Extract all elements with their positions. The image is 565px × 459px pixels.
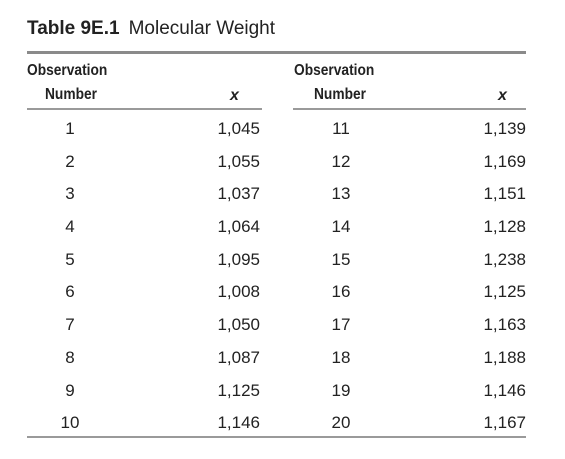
table-cell-x: 1,064 bbox=[217, 217, 260, 237]
table-cell-x: 1,146 bbox=[217, 413, 260, 433]
table-cell-obs: 6 bbox=[65, 282, 75, 302]
table-cell-obs: 11 bbox=[332, 119, 350, 138]
table-cell-obs: 18 bbox=[331, 347, 351, 367]
table-cell-x: 1,087 bbox=[217, 347, 260, 367]
table-cell-x: 1,095 bbox=[217, 249, 260, 269]
top-rule bbox=[27, 51, 526, 54]
table-cell-x: 1,045 bbox=[217, 119, 260, 138]
table-cell-x: 1,167 bbox=[483, 413, 526, 433]
table-cell-x: 1,188 bbox=[483, 347, 526, 367]
table-cell-obs: 12 bbox=[331, 151, 351, 171]
left-obs-header-line2: Number bbox=[44, 86, 97, 103]
table-cell-x: 1,008 bbox=[217, 282, 260, 302]
table-cell-obs: 10 bbox=[60, 413, 80, 433]
left-obs-column: 1 2 3 4 5 6 7 8 9 10 bbox=[50, 113, 90, 440]
table-cell-x: 1,146 bbox=[483, 380, 526, 400]
table-cell-obs: 15 bbox=[331, 249, 351, 269]
right-header-rule bbox=[293, 108, 526, 110]
table-cell-obs: 20 bbox=[331, 413, 351, 433]
left-x-column: 1,045 1,055 1,037 1,064 1,095 1,008 1,05… bbox=[180, 113, 260, 440]
table-cell-x: 1,125 bbox=[483, 282, 526, 302]
table-cell-obs: 19 bbox=[331, 380, 351, 400]
right-obs-header-line1: Observation bbox=[294, 62, 375, 79]
table-cell-obs: 13 bbox=[331, 184, 351, 204]
table-cell-obs: 17 bbox=[331, 315, 351, 335]
table-cell-obs: 7 bbox=[65, 315, 75, 335]
table-cell-x: 1,151 bbox=[483, 184, 526, 204]
table-cell-obs: 1 bbox=[65, 119, 75, 138]
right-x-column: 1,139 1,169 1,151 1,128 1,238 1,125 1,16… bbox=[446, 113, 526, 440]
table-cell-x: 1,139 bbox=[483, 119, 526, 138]
bottom-rule bbox=[27, 436, 526, 438]
table-cell-x: 1,238 bbox=[483, 249, 526, 269]
table-caption: Table 9E.1 Molecular Weight bbox=[27, 18, 275, 40]
left-obs-header-line1: Observation bbox=[27, 62, 108, 79]
table-cell-x: 1,050 bbox=[217, 315, 260, 335]
table-title: Molecular Weight bbox=[128, 18, 276, 39]
table-cell-obs: 5 bbox=[65, 249, 75, 269]
table-cell-x: 1,163 bbox=[483, 315, 526, 335]
table-cell-x: 1,128 bbox=[483, 217, 526, 237]
right-x-header: x bbox=[498, 87, 507, 104]
table-cell-obs: 3 bbox=[65, 184, 75, 204]
table-cell-x: 1,037 bbox=[217, 184, 260, 204]
table-cell-x: 1,125 bbox=[217, 380, 260, 400]
table-cell-x: 1,055 bbox=[217, 151, 260, 171]
table-number: Table 9E.1 bbox=[27, 18, 120, 39]
table-cell-obs: 14 bbox=[331, 217, 351, 237]
table-cell-x: 1,169 bbox=[483, 151, 526, 171]
table-cell-obs: 9 bbox=[65, 380, 75, 400]
table-cell-obs: 2 bbox=[65, 151, 75, 171]
left-header-rule bbox=[27, 108, 262, 110]
right-obs-column: 11 12 13 14 15 16 17 18 19 20 bbox=[319, 113, 363, 440]
table-cell-obs: 4 bbox=[65, 217, 75, 237]
right-obs-header-line2: Number bbox=[313, 86, 366, 103]
table-cell-obs: 8 bbox=[65, 347, 75, 367]
left-x-header: x bbox=[230, 87, 239, 104]
table-cell-obs: 16 bbox=[331, 282, 351, 302]
